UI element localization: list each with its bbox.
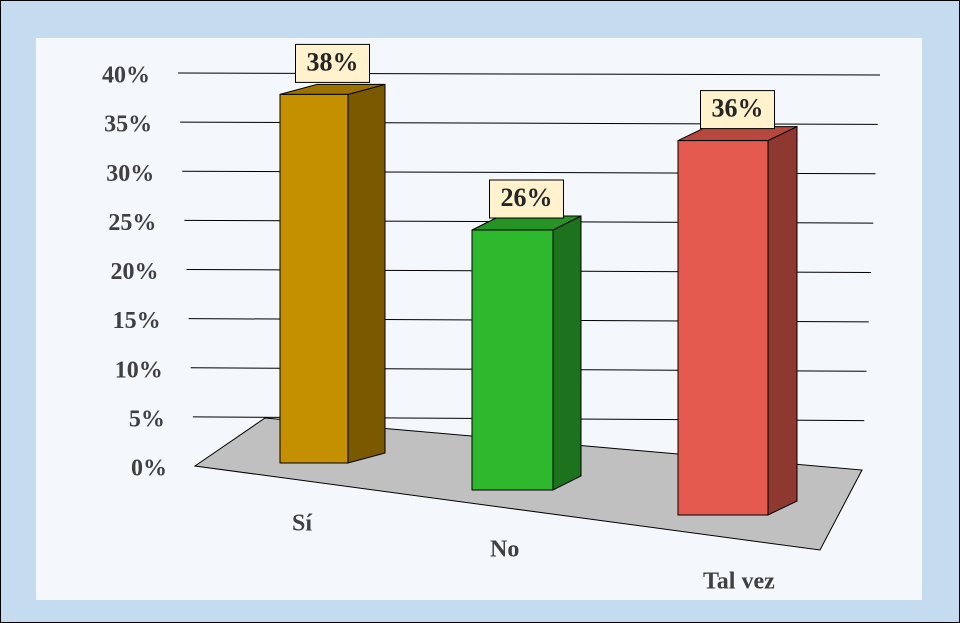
y-tick-label: 25% <box>108 210 156 236</box>
bar <box>677 140 769 516</box>
x-tick-label: No <box>490 537 519 563</box>
data-label: 36% <box>712 94 764 123</box>
data-label-box <box>295 43 370 83</box>
y-tick-label: 10% <box>115 357 163 383</box>
y-tick-label: 5% <box>129 406 165 432</box>
y-tick-label: 40% <box>102 63 150 89</box>
data-label-box <box>700 90 775 130</box>
y-tick-label: 0% <box>131 456 167 482</box>
data-label: 26% <box>501 183 553 212</box>
bar-side <box>552 215 582 491</box>
bar-side <box>347 83 386 464</box>
y-tick-label: 15% <box>113 308 161 334</box>
bar <box>471 229 554 491</box>
y-tick-label: 20% <box>111 259 159 285</box>
x-tick-label: Sí <box>292 511 312 537</box>
data-label-box <box>489 179 564 219</box>
bar-side <box>767 125 798 516</box>
bar <box>279 93 349 464</box>
x-tick-label: Tal vez <box>703 569 775 595</box>
y-tick-label: 30% <box>106 161 154 187</box>
y-tick-label: 35% <box>104 112 152 138</box>
data-label: 38% <box>307 47 359 76</box>
